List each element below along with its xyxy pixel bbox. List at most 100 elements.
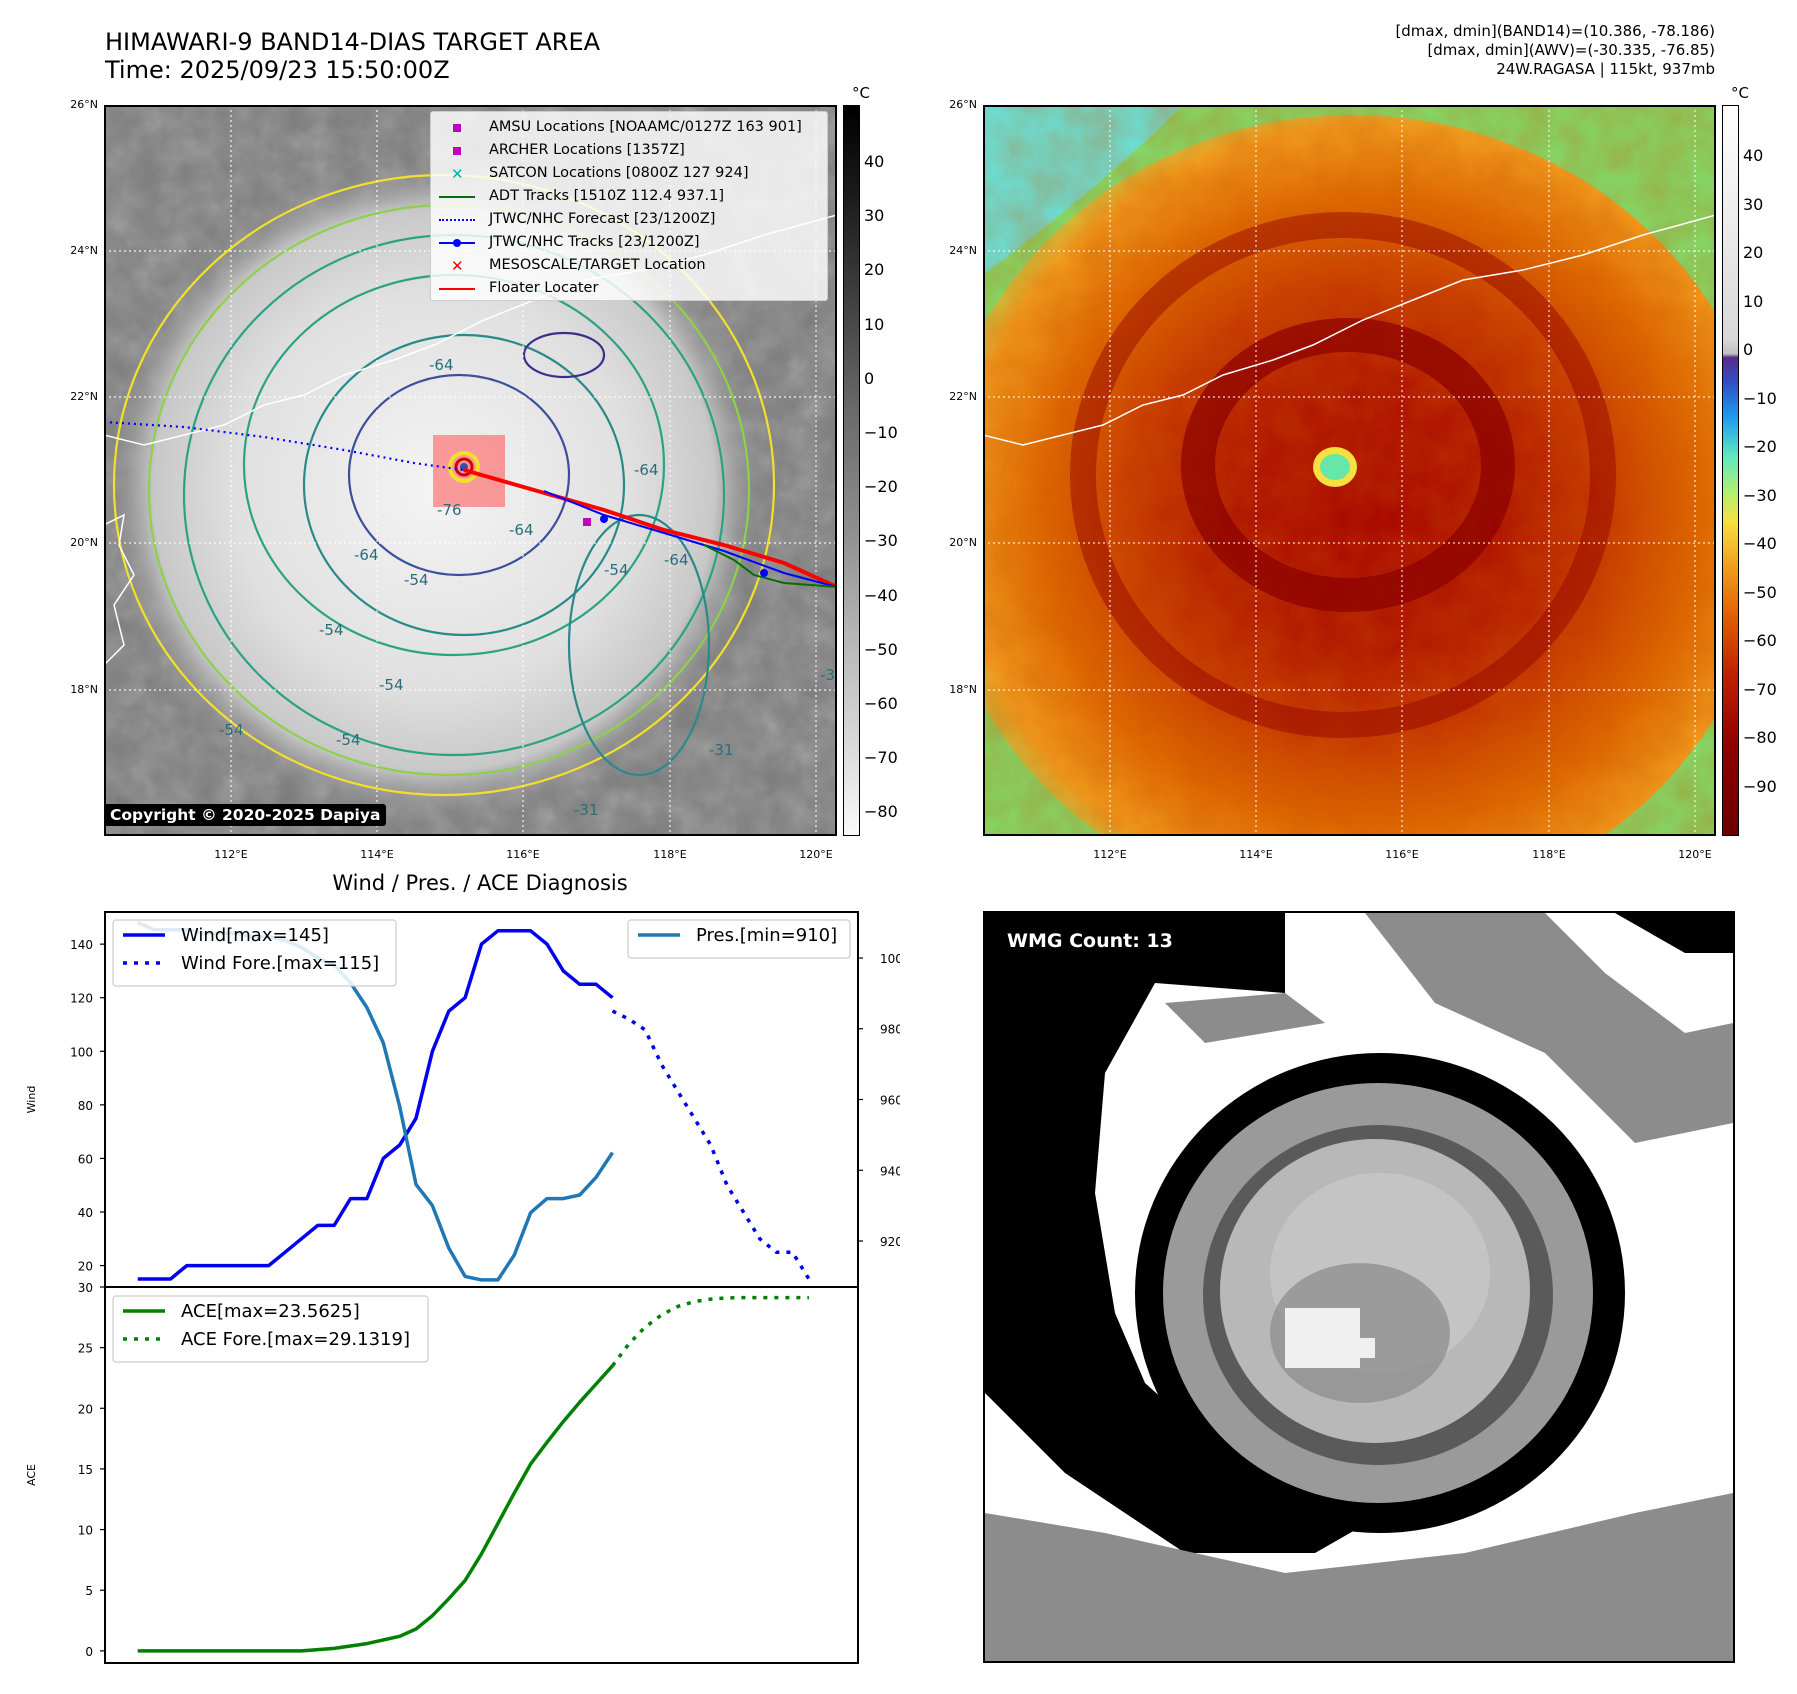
colorbar-tick-label: −70 (864, 748, 898, 768)
legend-label: ADT Tracks [1510Z 112.4 937.1] (489, 188, 725, 204)
chart-legend-label: ACE[max=23.5625] (181, 1301, 360, 1322)
contour-label: -31 (820, 666, 837, 684)
colorbar-tick-label: 10 (1743, 291, 1764, 311)
ir-colorbar (843, 105, 860, 836)
wind-pressure-panel: 20 40 60 80 100 120 140 Wind 920 940 960 980 1000 Pre… (25, 911, 900, 1288)
legend-swatch-icon (439, 190, 475, 204)
y-axis-label: Wind (25, 1086, 38, 1114)
colorbar-tick-label: −40 (864, 585, 898, 605)
legend-swatch-icon (439, 121, 475, 135)
series-line (611, 1295, 809, 1367)
legend-item: ADT Tracks [1510Z 112.4 937.1] (439, 185, 827, 208)
contour-label: -54 (336, 731, 361, 749)
contour-label: -54 (319, 621, 344, 639)
floater-locater-track (463, 468, 837, 589)
y-axis-label: ACE (25, 1464, 38, 1486)
y-tick-label: 25 (78, 1342, 93, 1356)
enhanced-ir-map (983, 105, 1716, 836)
map-axis-tick-label: 24°N (949, 244, 977, 257)
map-axis-tick-label: 26°N (70, 98, 98, 111)
y-tick-label: 60 (78, 1152, 93, 1166)
y2-tick-label: 920 (880, 1235, 900, 1249)
y-tick-label: 100 (70, 1045, 93, 1059)
map-axis-tick-label: 118°E (653, 848, 687, 861)
y-tick-label: 15 (78, 1463, 93, 1477)
map-frame (104, 105, 837, 836)
map-legend: AMSU Locations [NOAAMC/0127Z 163 901] ARC… (430, 111, 828, 301)
colorbar-tick-label: −80 (864, 802, 898, 822)
contour-label: -54 (604, 561, 629, 579)
colorbar-tick-label: 0 (1743, 340, 1754, 359)
colorbar-tick-label: −70 (1743, 679, 1777, 699)
legend-item: ✕ MESOSCALE/TARGET Location (439, 254, 827, 277)
ir-map-panel: -64 -76 -64 -64 -54 -54 -54 -54 -54 -64 -64 -31 -31 -… (104, 105, 837, 836)
colorbar-tick-label: −20 (864, 477, 898, 497)
map-axis-tick-label: 116°E (506, 848, 540, 861)
legend-swatch-icon (439, 144, 475, 158)
diagnosis-title: Wind / Pres. / ACE Diagnosis (332, 871, 627, 895)
colorbar-tick-label: −50 (1743, 582, 1777, 602)
legend-label: MESOSCALE/TARGET Location (489, 257, 706, 273)
map-axis-tick-label: 18°N (70, 683, 98, 696)
map-axis-tick-label: 114°E (1239, 848, 1273, 861)
y-tick-label: 30 (78, 1281, 93, 1295)
ace-panel: 0 5 10 15 20 25 30 ACE ACE[max=23.5625] ACE Fore.… (25, 1281, 859, 1664)
legend-item: JTWC/NHC Forecast [23/1200Z] (439, 208, 827, 231)
wmg-image (985, 913, 1733, 1661)
y-tick-label: 0 (85, 1645, 93, 1659)
legend-item: AMSU Locations [NOAAMC/0127Z 163 901] (439, 116, 827, 139)
legend-label: ARCHER Locations [1357Z] (489, 142, 685, 158)
y-tick-label: 5 (85, 1584, 93, 1598)
contour-label: -64 (634, 461, 659, 479)
y2-tick-label: 1000 (880, 952, 900, 966)
chart-legend-label: ACE Fore.[max=29.1319] (181, 1329, 410, 1350)
chart-legend-label: Wind[max=145] (181, 925, 329, 946)
adt-track (703, 544, 837, 588)
enhanced-colorbar (1722, 105, 1739, 836)
contour-label: -54 (379, 676, 404, 694)
legend-swatch-icon (439, 282, 475, 296)
colorbar-tick-label: 30 (864, 206, 885, 226)
band14-range: [dmax, dmin](BAND14)=(10.386, -78.186) (1395, 22, 1715, 40)
title-line-1: HIMAWARI-9 BAND14-DIAS TARGET AREA (105, 28, 601, 56)
map-axis-tick-label: 18°N (949, 683, 977, 696)
contour-label: -64 (354, 546, 379, 564)
legend-label: JTWC/NHC Tracks [23/1200Z] (489, 234, 700, 250)
jtwc-track (543, 490, 837, 588)
contour-labels: -64 -76 -64 -64 -54 -54 -54 -54 -54 -64 -64 -31 -31 -… (219, 356, 837, 819)
figure-title: HIMAWARI-9 BAND14-DIAS TARGET AREA Time:… (105, 28, 600, 84)
map-axis-tick-label: 120°E (799, 848, 833, 861)
legend-item: Floater Locater (439, 277, 827, 300)
enhanced-colorbar-ticks: 40 30 20 10 0 −10 −20 −30 −40 −50 −60 −70 −80 −90 (1741, 105, 1797, 836)
amsu-marker (583, 518, 591, 526)
chart-legend-label: Pres.[min=910] (696, 925, 837, 946)
y-tick-label: 120 (70, 992, 93, 1006)
enhanced-coastline (983, 214, 1716, 446)
map-axis-tick-label: 22°N (949, 390, 977, 403)
y-tick-label: 140 (70, 938, 93, 952)
legend-swatch-icon (439, 236, 475, 250)
chart-legend-label: Wind Fore.[max=115] (181, 953, 379, 974)
contour-label: -31 (574, 801, 599, 819)
map-axis-tick-label: 118°E (1532, 848, 1566, 861)
colorbar-tick-label: −30 (1743, 485, 1777, 505)
chart-legend (112, 919, 397, 987)
map-axis-tick-label: 116°E (1385, 848, 1419, 861)
y2-tick-label: 940 (880, 1164, 900, 1178)
legend-swatch-icon: ✕ (451, 256, 464, 275)
y2-tick-label: 980 (880, 1023, 900, 1037)
storm-info: [dmax, dmin](BAND14)=(10.386, -78.186) [… (1015, 22, 1715, 79)
legend-label: JTWC/NHC Forecast [23/1200Z] (489, 211, 716, 227)
contour-label: -64 (429, 356, 454, 374)
colorbar-tick-label: −20 (1743, 437, 1777, 456)
legend-label: SATCON Locations [0800Z 127 924] (489, 165, 749, 181)
awv-range: [dmax, dmin](AWV)=(-30.335, -76.85) (1427, 41, 1715, 59)
legend-list: AMSU Locations [NOAAMC/0127Z 163 901] ARC… (439, 116, 827, 300)
map-axis-tick-label: 114°E (360, 848, 394, 861)
colorbar-tick-label: −30 (864, 531, 898, 551)
wmg-eye-center (1285, 1308, 1360, 1368)
legend-swatch-icon: ✕ (451, 164, 464, 183)
map-axis-tick-label: 22°N (70, 390, 98, 403)
contour-label: -54 (219, 721, 244, 739)
map-axis-tick-label: 20°N (949, 536, 977, 549)
